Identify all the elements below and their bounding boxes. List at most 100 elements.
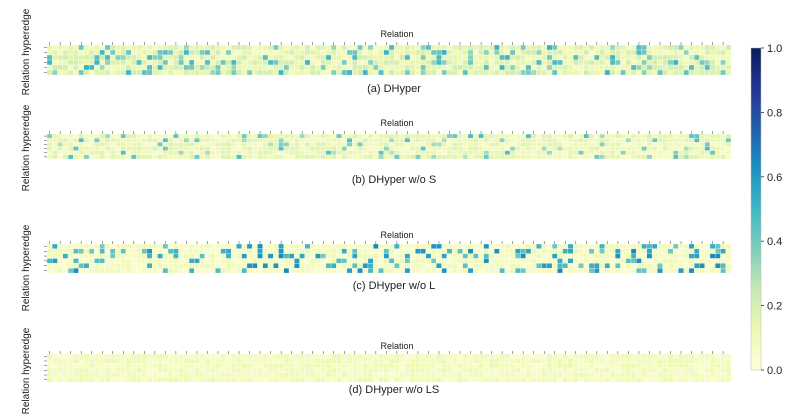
heatmap-cell	[446, 372, 453, 378]
heatmap-cell	[267, 64, 274, 71]
heatmap-cell	[120, 150, 127, 156]
heatmap-cell	[557, 150, 563, 156]
panel-caption: (b) DHyper w/o S	[352, 174, 436, 186]
heatmap-cell	[367, 142, 374, 147]
heatmap-cell	[131, 268, 137, 274]
heatmap-cell	[146, 59, 153, 66]
heatmap-cell	[204, 150, 211, 156]
heatmap-cell	[373, 353, 379, 359]
heatmap-cell	[73, 59, 79, 66]
heatmap-cell	[320, 59, 327, 66]
heatmap-cell	[136, 372, 142, 378]
heatmap-cell	[162, 253, 169, 259]
heatmap-cell	[604, 367, 611, 373]
heatmap-cell	[683, 54, 690, 61]
heatmap-cell	[683, 154, 690, 160]
heatmap-cell	[104, 69, 111, 76]
heatmap-cell	[283, 150, 290, 156]
heatmap-cell	[52, 253, 58, 259]
heatmap-cell	[509, 367, 516, 373]
heatmap-cell	[141, 367, 148, 373]
heatmap-cell	[415, 49, 421, 56]
heatmap-cell	[131, 258, 137, 264]
heatmap-cell	[536, 243, 542, 250]
heatmap-cell	[267, 243, 274, 250]
heatmap-cell	[562, 154, 569, 160]
heatmap-cell	[562, 146, 569, 151]
heatmap-cell	[67, 243, 74, 250]
heatmap-cell	[651, 142, 658, 147]
heatmap-cell	[188, 372, 195, 378]
heatmap-cell	[615, 49, 621, 56]
colorbar-tick-label: 0.0	[767, 365, 782, 377]
heatmap-cell	[551, 54, 558, 61]
heatmap-cell	[162, 154, 169, 160]
heatmap-cell	[325, 253, 332, 259]
heatmap-cell	[483, 138, 490, 143]
heatmap-cell	[373, 44, 379, 51]
heatmap-cell	[709, 248, 716, 254]
heatmap-cell	[451, 363, 458, 369]
heatmap-cell	[462, 49, 469, 56]
heatmap-cell	[209, 64, 216, 71]
heatmap-cell	[467, 133, 474, 139]
heatmap-cell	[546, 142, 553, 147]
heatmap-cell	[220, 243, 227, 250]
heatmap-cell	[509, 59, 516, 66]
heatmap-cell	[125, 367, 132, 373]
heatmap-cell	[499, 243, 505, 250]
heatmap-cell	[194, 44, 200, 51]
heatmap-cell	[336, 133, 342, 139]
heatmap-cell	[167, 358, 174, 364]
heatmap-cell	[115, 54, 121, 61]
heatmap-cell	[457, 44, 463, 51]
heatmap-cell	[194, 367, 200, 373]
heatmap-cell	[204, 263, 211, 269]
heatmap-cell	[451, 263, 458, 269]
heatmap-cell	[620, 253, 626, 259]
heatmap-cell	[52, 150, 58, 156]
heatmap-cell	[725, 353, 732, 359]
heatmap-cell	[373, 69, 379, 76]
heatmap-cell	[704, 54, 711, 61]
heatmap-cell	[630, 372, 637, 378]
heatmap-cell	[278, 358, 284, 364]
heatmap-cell	[236, 377, 242, 383]
heatmap-cell	[362, 358, 369, 364]
heatmap-cell	[678, 150, 684, 156]
heatmap-cell	[699, 142, 705, 147]
heatmap-cell	[457, 358, 463, 364]
heatmap-cell	[252, 49, 258, 56]
heatmap-cell	[109, 142, 116, 147]
heatmap-cell	[162, 258, 169, 264]
heatmap-cell	[451, 69, 458, 76]
heatmap-cell	[562, 268, 569, 274]
heatmap-cell	[104, 59, 111, 66]
heatmap-cell	[120, 154, 127, 160]
heatmap-cell	[399, 367, 405, 373]
heatmap-cell	[709, 133, 716, 139]
heatmap-cell	[315, 138, 321, 143]
heatmap-cell	[504, 54, 511, 61]
heatmap-cell	[330, 146, 337, 151]
heatmap-cell	[320, 142, 327, 147]
heatmap-cell	[88, 372, 95, 378]
heatmap-cell	[657, 243, 663, 250]
heatmap-cell	[636, 133, 642, 139]
heatmap-cell	[230, 146, 237, 151]
heatmap-cell	[415, 154, 421, 160]
heatmap-cell	[136, 133, 142, 139]
heatmap-cell	[630, 69, 637, 76]
heatmap-cell	[720, 44, 726, 51]
y-axis-label: Relation hyperedge	[21, 104, 32, 191]
heatmap-cell	[672, 154, 679, 160]
heatmap-cell	[304, 142, 311, 147]
heatmap-cell	[99, 358, 106, 364]
heatmap-cell	[694, 146, 700, 151]
heatmap-cell	[504, 268, 511, 274]
heatmap-cell	[441, 363, 448, 369]
heatmap-cell	[672, 49, 679, 56]
heatmap-cell	[246, 377, 253, 383]
heatmap-cell	[636, 150, 642, 156]
heatmap-cell	[499, 372, 505, 378]
